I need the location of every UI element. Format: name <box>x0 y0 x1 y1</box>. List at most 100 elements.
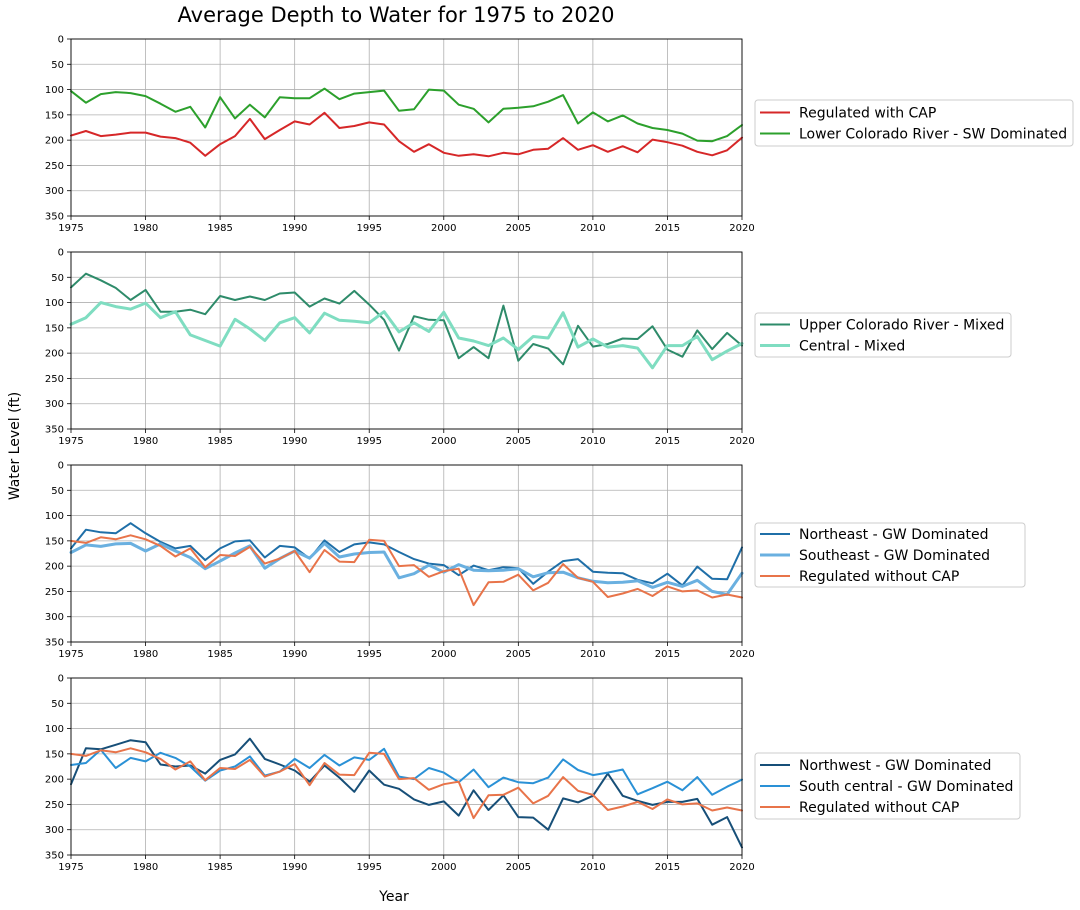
y-tick-label: 50 <box>51 60 64 71</box>
x-tick-label: 2020 <box>729 649 754 660</box>
x-tick-label: 2010 <box>580 223 605 234</box>
panel-3: 1975 1980 1985 1990 1995 2000 2005 2010 2015 2020… <box>45 461 1026 660</box>
legend-box <box>754 752 1021 820</box>
series-line-1 <box>70 111 743 158</box>
x-tick-label: 1995 <box>356 649 381 660</box>
legend: Regulated with CAP Lower Colorado River -… <box>754 99 1074 147</box>
y-tick-label: 200 <box>45 775 64 786</box>
y-tick-label: 0 <box>58 248 64 259</box>
y-tick-label: 250 <box>45 800 64 811</box>
legend-box <box>754 312 1012 358</box>
legend: Northwest - GW Dominated South central - … <box>754 752 1021 820</box>
x-tick-label: 1980 <box>133 223 158 234</box>
y-tick-label: 0 <box>58 35 64 46</box>
x-tick-label: 2020 <box>729 436 754 447</box>
series-line-2 <box>70 87 743 143</box>
y-tick-label: 250 <box>45 374 64 385</box>
y-tick-label: 150 <box>45 323 64 334</box>
plot-frame <box>70 251 743 430</box>
y-tick-label: 250 <box>45 161 64 172</box>
x-tick-label: 1990 <box>282 223 307 234</box>
y-tick-label: 100 <box>45 298 64 309</box>
y-tick-label: 100 <box>45 511 64 522</box>
y-tick-label: 100 <box>45 724 64 735</box>
x-tick-label: 2020 <box>729 223 754 234</box>
legend-box <box>754 99 1074 147</box>
legend-label: Southeast - GW Dominated <box>799 548 990 564</box>
y-tick-label: 350 <box>45 851 64 862</box>
y-tick-label: 350 <box>45 638 64 649</box>
y-tick-label: 0 <box>58 674 64 685</box>
legend-label: Upper Colorado River - Mixed <box>799 318 1004 334</box>
y-tick-label: 350 <box>45 425 64 436</box>
plot-frame <box>70 38 743 217</box>
y-tick-label: 150 <box>45 749 64 760</box>
y-tick-label: 200 <box>45 136 64 147</box>
x-tick-label: 2010 <box>580 436 605 447</box>
series-line-1 <box>70 522 743 587</box>
x-tick-label: 1975 <box>58 223 83 234</box>
x-tick-label: 2005 <box>506 223 531 234</box>
y-tick-label: 50 <box>51 273 64 284</box>
x-tick-label: 1990 <box>282 862 307 873</box>
y-tick-label: 350 <box>45 212 64 223</box>
x-tick-label: 2015 <box>655 862 680 873</box>
x-tick-label: 1995 <box>356 223 381 234</box>
y-tick-label: 300 <box>45 825 64 836</box>
y-tick-label: 300 <box>45 612 64 623</box>
x-tick-label: 2005 <box>506 649 531 660</box>
x-tick-label: 2015 <box>655 649 680 660</box>
y-tick-label: 150 <box>45 536 64 547</box>
legend: Northeast - GW Dominated Southeast - GW D… <box>754 522 1026 588</box>
panels: 1975 1980 1985 1990 1995 2000 2005 2010 2015 2020… <box>45 35 1074 873</box>
x-tick-label: 1975 <box>58 436 83 447</box>
x-tick-label: 1985 <box>207 223 232 234</box>
y-tick-label: 150 <box>45 110 64 121</box>
x-tick-label: 2000 <box>431 436 456 447</box>
series-line-2 <box>70 747 743 796</box>
x-tick-label: 2005 <box>506 436 531 447</box>
x-tick-label: 2010 <box>580 649 605 660</box>
legend-label: Northwest - GW Dominated <box>799 758 991 774</box>
legend-label: Central - Mixed <box>799 339 905 355</box>
x-tick-label: 1985 <box>207 649 232 660</box>
y-tick-label: 50 <box>51 699 64 710</box>
chart-title: Average Depth to Water for 1975 to 2020 <box>178 3 615 27</box>
x-tick-label: 1995 <box>356 862 381 873</box>
x-tick-label: 2000 <box>431 223 456 234</box>
series-line-1 <box>70 272 743 366</box>
x-tick-label: 1990 <box>282 436 307 447</box>
legend-label: Regulated without CAP <box>799 800 959 816</box>
x-axis-label: Year <box>378 889 409 905</box>
legend-label: Northeast - GW Dominated <box>799 527 989 543</box>
legend-label: South central - GW Dominated <box>799 779 1013 795</box>
x-tick-label: 2015 <box>655 223 680 234</box>
panel-1: 1975 1980 1985 1990 1995 2000 2005 2010 2015 2020… <box>45 35 1074 234</box>
x-tick-label: 2015 <box>655 436 680 447</box>
x-tick-label: 1995 <box>356 436 381 447</box>
x-tick-label: 2020 <box>729 862 754 873</box>
legend-label: Regulated without CAP <box>799 569 959 585</box>
legend: Upper Colorado River - Mixed Central - Mi… <box>754 312 1012 358</box>
legend-box <box>754 522 1026 588</box>
legend-label: Lower Colorado River - SW Dominated <box>799 127 1067 143</box>
x-tick-label: 1990 <box>282 649 307 660</box>
x-tick-label: 1980 <box>133 436 158 447</box>
x-tick-label: 1980 <box>133 862 158 873</box>
x-tick-label: 1975 <box>58 862 83 873</box>
plot-frame <box>70 464 743 643</box>
y-tick-label: 300 <box>45 399 64 410</box>
x-tick-label: 1985 <box>207 436 232 447</box>
y-axis-label: Water Level (ft) <box>7 392 23 500</box>
y-tick-label: 200 <box>45 562 64 573</box>
plot-frame <box>70 677 743 856</box>
x-tick-label: 1985 <box>207 862 232 873</box>
y-tick-label: 100 <box>45 85 64 96</box>
x-tick-label: 1975 <box>58 649 83 660</box>
series-line-3 <box>70 534 743 607</box>
series-line-2 <box>69 301 744 370</box>
x-tick-label: 2000 <box>431 649 456 660</box>
series-line-3 <box>70 747 743 820</box>
panel-4: 1975 1980 1985 1990 1995 2000 2005 2010 2015 2020… <box>45 674 1021 873</box>
